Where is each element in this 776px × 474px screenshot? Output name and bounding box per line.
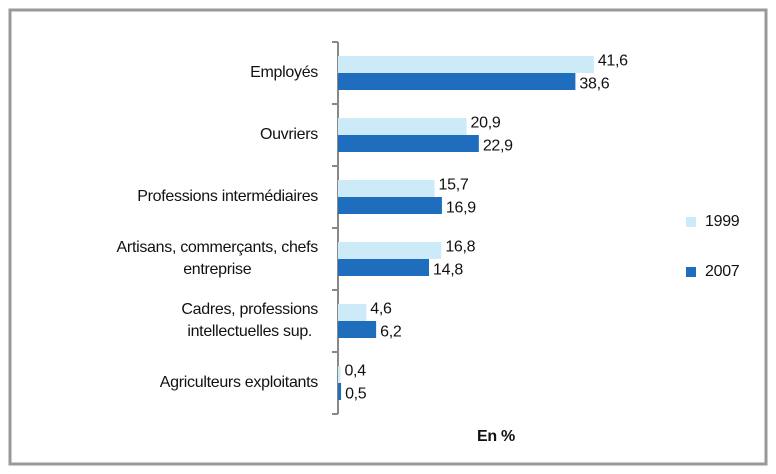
legend-swatch <box>686 217 696 227</box>
bar <box>338 180 435 197</box>
value-label: 38,6 <box>579 76 609 93</box>
category-label: Ouvriers <box>260 126 318 143</box>
label-line: entreprise <box>183 261 252 278</box>
chart: En % Employés 41,6 38,6 Ouvriers 20,9 22,9 Pro… <box>0 0 776 474</box>
value-label: 16,8 <box>445 239 475 256</box>
bar <box>338 56 594 73</box>
value-label: 22,9 <box>483 138 513 155</box>
value-label: 20,9 <box>471 115 501 132</box>
category-label: Employés <box>250 64 318 81</box>
value-label: 14,8 <box>433 262 463 279</box>
bar <box>338 321 376 338</box>
legend-label: 2007 <box>705 263 740 280</box>
bar <box>338 135 479 152</box>
value-label: 0,4 <box>344 363 366 380</box>
value-label: 16,9 <box>446 200 476 217</box>
value-label: 4,6 <box>370 301 392 318</box>
value-label: 0,5 <box>345 386 367 403</box>
category-label: Professions intermédiaires <box>137 188 318 205</box>
bar <box>338 197 442 214</box>
label-line: Artisans, commerçants, chefs <box>117 239 319 256</box>
bar <box>338 259 429 276</box>
legend-swatch <box>686 267 696 277</box>
bar <box>338 242 441 259</box>
bar <box>338 304 366 321</box>
x-axis-label: En % <box>477 428 515 445</box>
bar <box>338 383 341 400</box>
value-label: 6,2 <box>380 324 402 341</box>
value-label: 15,7 <box>439 177 469 194</box>
category-label: Agriculteurs exploitants <box>160 374 319 391</box>
bar <box>338 73 575 90</box>
label-line: intellectuelles sup. <box>187 323 312 340</box>
label-line: Cadres, professions <box>181 301 318 318</box>
bar <box>338 118 467 135</box>
value-label: 41,6 <box>598 53 628 70</box>
bar <box>338 366 340 383</box>
legend-label: 1999 <box>705 213 740 230</box>
